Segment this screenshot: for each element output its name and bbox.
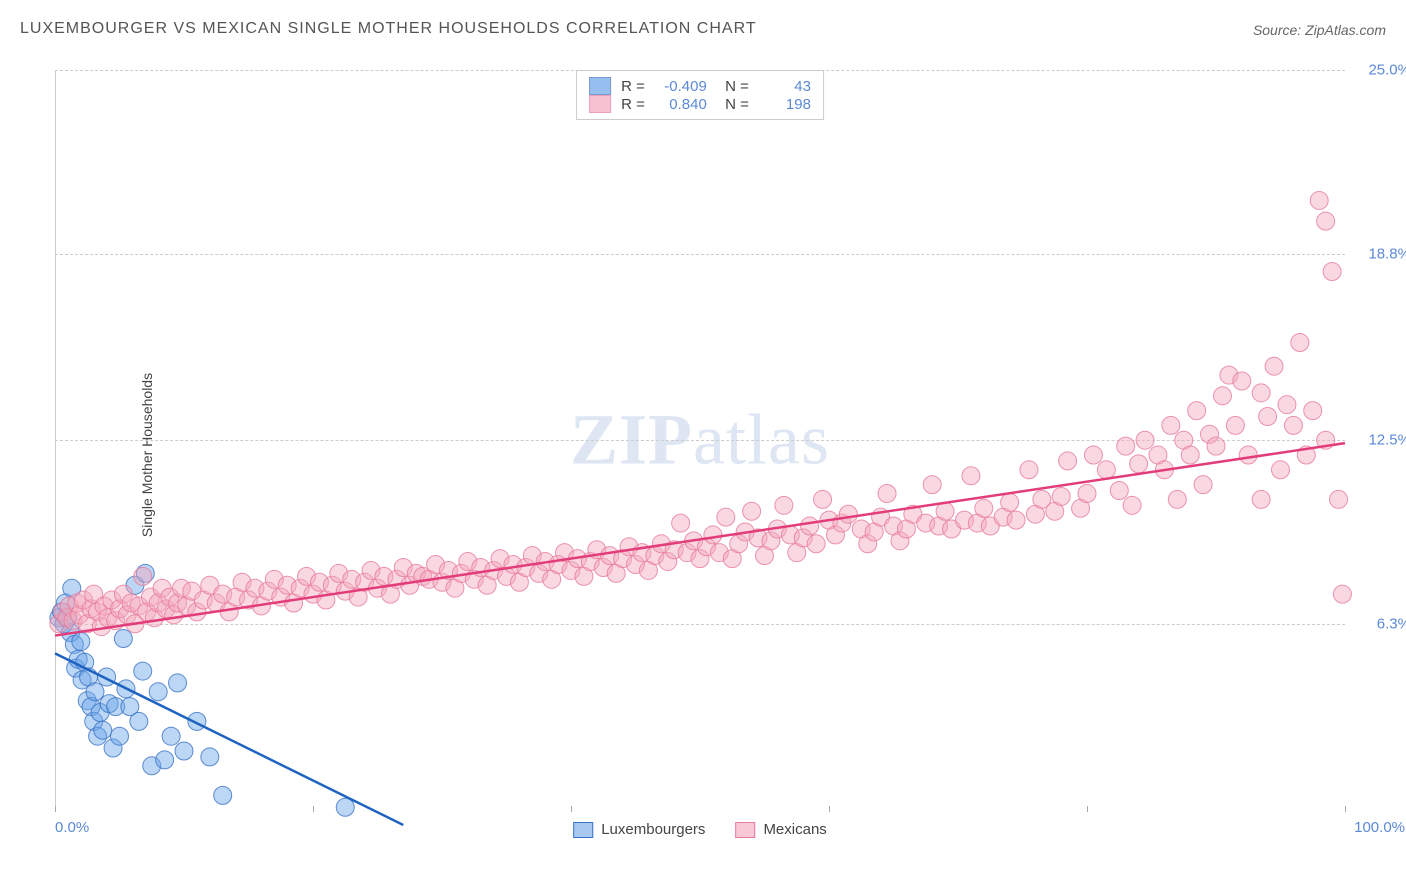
data-point <box>201 748 219 766</box>
data-point <box>814 490 832 508</box>
data-point <box>114 630 132 648</box>
data-point <box>1330 490 1348 508</box>
data-point <box>1278 396 1296 414</box>
data-point <box>336 798 354 816</box>
r-value-luxembourgers: -0.409 <box>655 78 707 95</box>
data-point <box>1130 455 1148 473</box>
data-point <box>878 484 896 502</box>
data-point <box>1213 387 1231 405</box>
legend-item-mexicans: Mexicans <box>735 821 826 838</box>
source-attribution: Source: ZipAtlas.com <box>1253 22 1386 38</box>
y-tick-label: 18.8% <box>1351 245 1406 262</box>
stats-legend-box: R = -0.409 N = 43 R = 0.840 N = 198 <box>576 70 824 120</box>
plot-area: Single Mother Households ZIPatlas 25.0%1… <box>55 70 1345 840</box>
data-point <box>162 727 180 745</box>
y-tick-label: 25.0% <box>1351 62 1406 79</box>
data-point <box>1181 446 1199 464</box>
data-point <box>1188 402 1206 420</box>
stats-row-luxembourgers: R = -0.409 N = 43 <box>589 77 811 95</box>
data-point <box>1162 416 1180 434</box>
r-label: R = <box>621 78 645 95</box>
r-label: R = <box>621 96 645 113</box>
legend-swatch-mexicans <box>735 822 755 838</box>
data-point <box>1317 212 1335 230</box>
data-point <box>1117 437 1135 455</box>
stats-row-mexicans: R = 0.840 N = 198 <box>589 95 811 113</box>
data-point <box>134 662 152 680</box>
data-point <box>1226 416 1244 434</box>
swatch-mexicans <box>589 95 611 113</box>
data-point <box>1097 461 1115 479</box>
chart-title: LUXEMBOURGER VS MEXICAN SINGLE MOTHER HO… <box>20 20 757 38</box>
data-point <box>704 526 722 544</box>
trend-line <box>55 443 1345 635</box>
data-point <box>1007 511 1025 529</box>
data-point <box>923 476 941 494</box>
series-legend: Luxembourgers Mexicans <box>573 821 827 838</box>
data-point <box>1052 487 1070 505</box>
data-point <box>1252 384 1270 402</box>
data-point <box>775 496 793 514</box>
x-tick <box>1345 806 1346 812</box>
y-tick-label: 6.3% <box>1351 615 1406 632</box>
n-label: N = <box>717 96 749 113</box>
data-point <box>807 535 825 553</box>
data-point <box>1136 431 1154 449</box>
data-point <box>672 514 690 532</box>
data-point <box>1168 490 1186 508</box>
data-point <box>1323 262 1341 280</box>
data-point <box>1333 585 1351 603</box>
legend-swatch-luxembourgers <box>573 822 593 838</box>
data-point <box>134 567 152 585</box>
data-point <box>86 683 104 701</box>
data-point <box>975 499 993 517</box>
x-max-label: 100.0% <box>1354 819 1405 836</box>
data-point <box>1233 372 1251 390</box>
n-label: N = <box>717 78 749 95</box>
data-point <box>1291 334 1309 352</box>
y-tick-label: 12.5% <box>1351 432 1406 449</box>
data-point <box>1078 484 1096 502</box>
data-point <box>1001 493 1019 511</box>
data-point <box>1310 191 1328 209</box>
scatter-svg <box>55 70 1345 840</box>
data-point <box>169 674 187 692</box>
data-point <box>1265 357 1283 375</box>
data-point <box>175 742 193 760</box>
data-point <box>1252 490 1270 508</box>
data-point <box>156 751 174 769</box>
data-point <box>1020 461 1038 479</box>
data-point <box>214 786 232 804</box>
data-point <box>1123 496 1141 514</box>
legend-item-luxembourgers: Luxembourgers <box>573 821 705 838</box>
data-point <box>130 712 148 730</box>
data-point <box>72 632 90 650</box>
data-point <box>1304 402 1322 420</box>
data-point <box>94 721 112 739</box>
data-point <box>1259 408 1277 426</box>
data-point <box>149 683 167 701</box>
swatch-luxembourgers <box>589 77 611 95</box>
data-point <box>717 508 735 526</box>
data-point <box>1239 446 1257 464</box>
n-value-mexicans: 198 <box>759 96 811 113</box>
legend-label-mexicans: Mexicans <box>763 821 826 838</box>
data-point <box>839 505 857 523</box>
r-value-mexicans: 0.840 <box>655 96 707 113</box>
data-point <box>111 727 129 745</box>
data-point <box>1084 446 1102 464</box>
data-point <box>962 467 980 485</box>
data-point <box>1284 416 1302 434</box>
legend-label-luxembourgers: Luxembourgers <box>601 821 705 838</box>
data-point <box>1207 437 1225 455</box>
data-point <box>743 502 761 520</box>
data-point <box>801 517 819 535</box>
n-value-luxembourgers: 43 <box>759 78 811 95</box>
data-point <box>1194 476 1212 494</box>
x-min-label: 0.0% <box>55 819 89 836</box>
data-point <box>1059 452 1077 470</box>
data-point <box>1110 482 1128 500</box>
data-point <box>1272 461 1290 479</box>
